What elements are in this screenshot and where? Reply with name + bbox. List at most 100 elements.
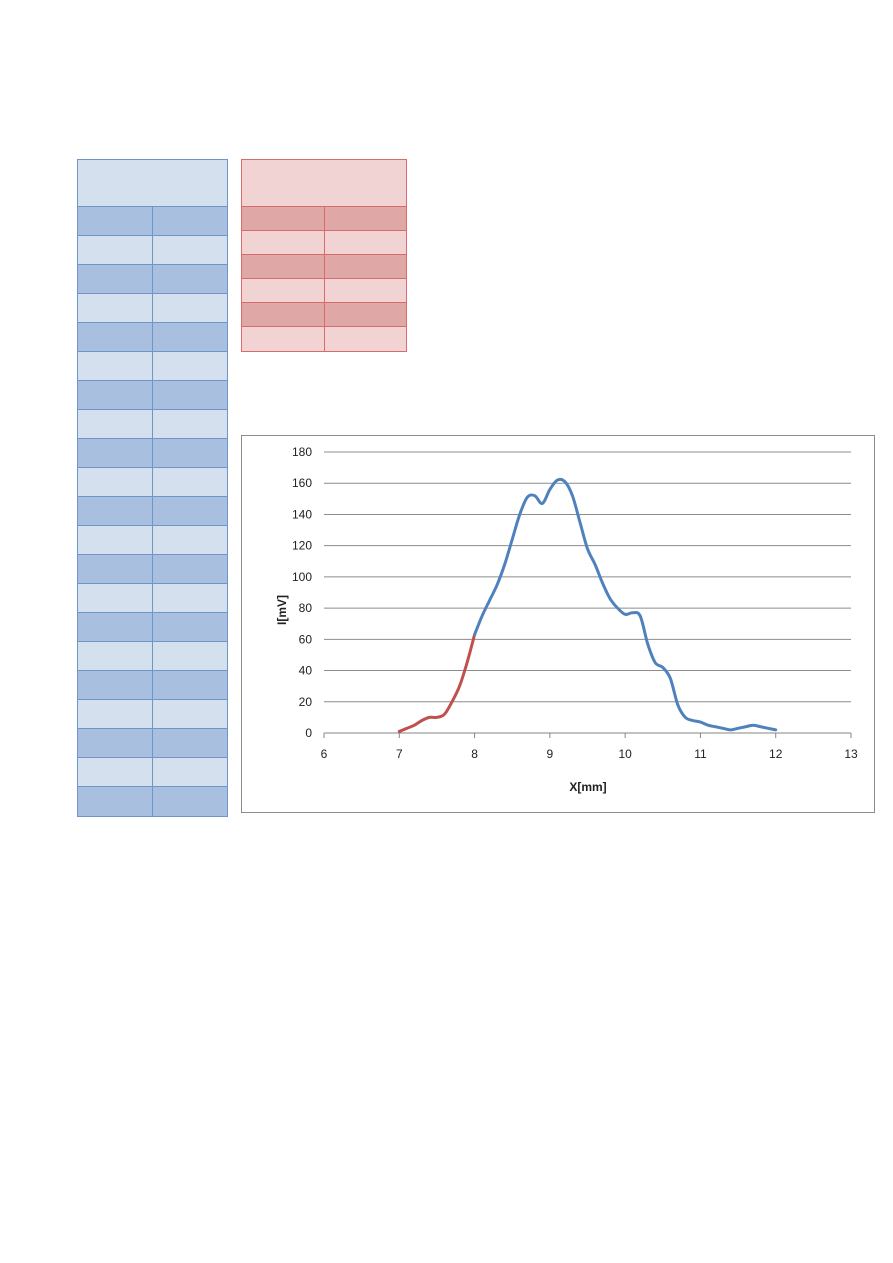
y-tick-label: 120 xyxy=(292,539,312,553)
table-row xyxy=(78,787,227,816)
y-tick-label: 180 xyxy=(292,445,312,459)
table-cell xyxy=(242,207,325,230)
table-cell xyxy=(78,526,153,554)
table-cell xyxy=(78,294,153,322)
y-tick-label: 0 xyxy=(305,726,312,740)
table-cell xyxy=(242,303,325,326)
table-cell xyxy=(78,671,153,699)
table-cell xyxy=(153,439,227,467)
table-cell xyxy=(242,279,325,302)
table-cell xyxy=(153,787,227,816)
table-cell xyxy=(324,207,406,230)
table-row xyxy=(78,613,227,642)
table-cell xyxy=(78,207,153,235)
table-row xyxy=(78,758,227,787)
y-tick-label: 20 xyxy=(299,695,313,709)
table-cell xyxy=(153,265,227,293)
x-tick-label: 13 xyxy=(844,747,858,761)
table-cell xyxy=(78,758,153,786)
table-cell xyxy=(242,231,325,254)
table-cell xyxy=(78,352,153,380)
x-tick-label: 8 xyxy=(471,747,478,761)
y-tick-label: 60 xyxy=(299,632,313,646)
blue-data-table xyxy=(77,159,228,817)
x-tick-label: 7 xyxy=(396,747,403,761)
table-cell xyxy=(153,613,227,641)
table-cell xyxy=(78,439,153,467)
x-tick-label: 6 xyxy=(321,747,328,761)
x-tick-label: 9 xyxy=(547,747,554,761)
table-row xyxy=(78,700,227,729)
table-cell xyxy=(153,381,227,409)
table-row xyxy=(78,671,227,700)
table-cell xyxy=(153,352,227,380)
table-row xyxy=(78,439,227,468)
blue-table-header xyxy=(78,160,227,207)
table-row xyxy=(78,526,227,555)
table-cell xyxy=(153,526,227,554)
table-row xyxy=(78,265,227,294)
table-cell xyxy=(324,279,406,302)
x-tick-label: 12 xyxy=(769,747,783,761)
table-cell xyxy=(78,613,153,641)
table-cell xyxy=(153,497,227,525)
table-row xyxy=(242,255,406,279)
table-cell xyxy=(78,497,153,525)
y-axis-label: I[mV] xyxy=(275,595,289,625)
table-row xyxy=(78,294,227,323)
table-row xyxy=(242,327,406,351)
table-row xyxy=(78,497,227,526)
x-tick-label: 11 xyxy=(694,747,707,761)
x-axis-label: X[mm] xyxy=(569,780,606,794)
table-row xyxy=(78,381,227,410)
table-cell xyxy=(324,303,406,326)
table-cell xyxy=(324,231,406,254)
table-row xyxy=(78,352,227,381)
chart-svg: 0 20 40 60 80 100 120 140 160 180 6 7 8 9 10 11 12 13 X[m… xyxy=(275,445,858,794)
table-cell xyxy=(78,265,153,293)
table-cell xyxy=(153,236,227,264)
y-tick-label: 100 xyxy=(292,570,312,584)
series-line-2 xyxy=(473,477,778,732)
table-cell xyxy=(242,255,325,278)
x-tick-label: 10 xyxy=(618,747,632,761)
red-data-table xyxy=(241,159,407,352)
table-cell xyxy=(78,555,153,583)
table-row xyxy=(78,642,227,671)
table-row xyxy=(242,279,406,303)
table-cell xyxy=(78,729,153,757)
table-cell xyxy=(324,327,406,351)
series-line-1 xyxy=(397,633,477,733)
y-tick-label: 80 xyxy=(299,601,313,615)
table-cell xyxy=(78,323,153,351)
table-cell xyxy=(153,642,227,670)
table-cell xyxy=(153,410,227,438)
table-row xyxy=(78,555,227,584)
table-row xyxy=(78,236,227,265)
table-cell xyxy=(153,294,227,322)
table-cell xyxy=(153,323,227,351)
table-cell xyxy=(78,410,153,438)
table-cell xyxy=(78,236,153,264)
table-row xyxy=(242,207,406,231)
table-row xyxy=(78,410,227,439)
table-row xyxy=(78,207,227,236)
table-row xyxy=(78,729,227,758)
table-cell xyxy=(153,468,227,496)
table-cell xyxy=(78,584,153,612)
table-cell xyxy=(153,758,227,786)
table-cell xyxy=(78,642,153,670)
table-cell xyxy=(78,468,153,496)
table-row xyxy=(78,468,227,497)
y-tick-label: 140 xyxy=(292,507,312,521)
table-row xyxy=(78,323,227,352)
table-cell xyxy=(78,787,153,816)
table-row xyxy=(242,303,406,327)
table-cell xyxy=(153,555,227,583)
y-tick-label: 40 xyxy=(299,664,313,678)
table-cell xyxy=(153,584,227,612)
table-row xyxy=(78,584,227,613)
table-cell xyxy=(242,327,325,351)
table-cell xyxy=(153,207,227,235)
table-cell xyxy=(324,255,406,278)
